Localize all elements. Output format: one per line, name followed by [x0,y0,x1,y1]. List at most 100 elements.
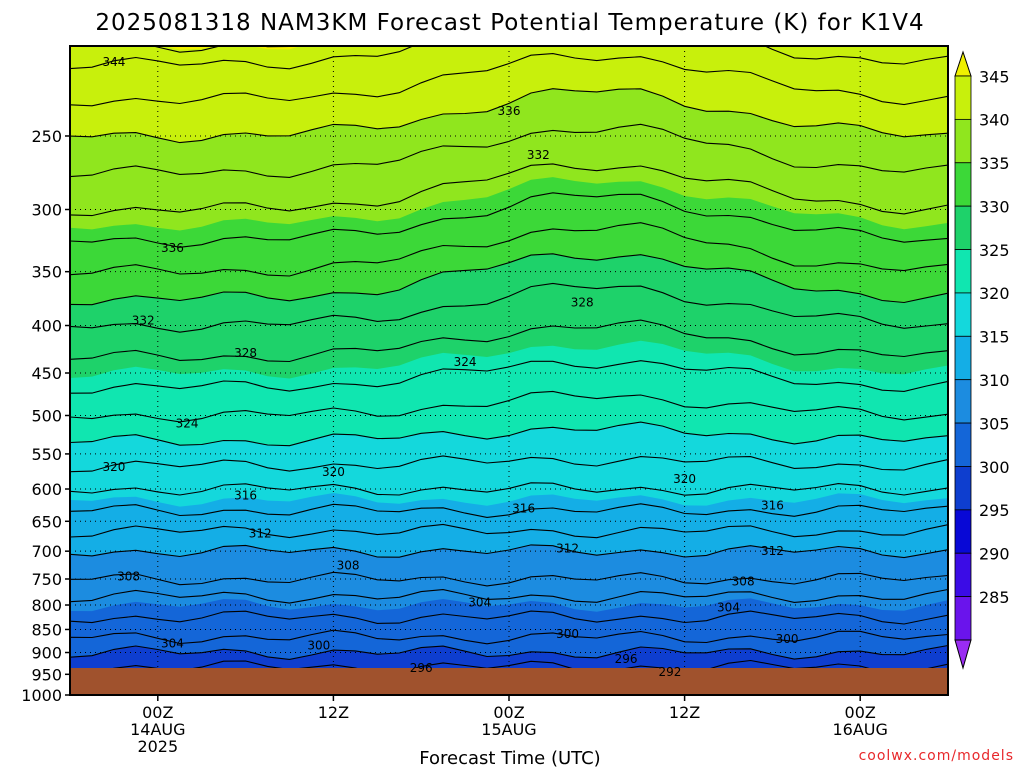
contour-314 [70,503,948,518]
y-tick-label: 400 [31,317,62,336]
x-tick-label: 2025 [137,737,178,756]
x-tick-label: 15AUG [481,720,536,739]
contour-label: 336 [161,241,184,255]
y-tick-label: 350 [31,263,62,282]
contour-label: 332 [527,148,550,162]
contour-label: 328 [234,346,257,360]
contour-344 [70,46,948,70]
colorbar-label: 310 [979,371,1010,390]
x-tick-label: 00Z [845,703,876,722]
contour-label: 304 [468,595,491,609]
colorbar-segment [954,335,972,381]
contour-label: 312 [556,541,579,555]
contour-label-text: 328 [234,346,257,360]
pressure-axis: 250 300 350 400 450 500 550 600 650 700 750 800 850 9… [21,127,70,705]
colorbar-segment [954,162,972,207]
x-axis-title: Forecast Time (UTC) [419,748,600,768]
contour-label: 308 [117,569,140,583]
contour-label-text: 292 [659,665,682,679]
y-tick-label: 950 [31,665,62,684]
contour-label: 316 [761,498,784,512]
contour-label: 312 [249,527,272,541]
colorbar: 345 340 335 330 325 320 315 310 305 300 295 290 285 [954,50,1010,670]
y-tick-label: 600 [31,480,62,499]
contour-label-text: 300 [556,627,579,641]
colorbar-segment [954,205,972,250]
watermark-text: coolwx.com/models [859,748,1014,764]
contour-label-text: 316 [234,489,257,503]
contour-label-text: 324 [454,355,477,369]
contour-label: 300 [556,627,579,641]
colorbar-label: 305 [979,414,1010,433]
colorbar-label: 290 [979,545,1010,564]
contour-316 [70,482,948,496]
contour-label: 292 [659,665,682,679]
y-tick-label: 250 [31,127,62,146]
contour-340 [70,88,948,144]
contour-label: 324 [454,355,477,369]
contour-label: 296 [615,652,638,666]
contour-342 [70,53,948,107]
colorbar-top-arrow [954,50,972,77]
contour-312 [70,523,948,539]
contour-label: 328 [571,296,594,310]
x-tick-label: 14AUG [130,720,185,739]
colorbar-label: 295 [979,501,1010,520]
contour-label-text: 328 [571,296,594,310]
contour-label: 308 [732,575,755,589]
contour-label: 324 [176,416,199,430]
ground-below-surface [70,668,948,695]
contour-310 [70,544,948,559]
contour-label-text: 320 [322,465,345,479]
y-tick-label: 900 [31,644,62,663]
colorbar-bottom-arrow [954,639,972,670]
colorbar-segment [954,596,972,641]
y-tick-label: 550 [31,445,62,464]
contour-label: 300 [307,639,330,653]
contour-label-text: 320 [673,472,696,486]
contour-label-text: 308 [337,558,360,572]
colorbar-label: 285 [979,588,1010,607]
contour-label: 316 [234,489,257,503]
contour-304 [70,610,948,625]
contour-302 [70,629,948,645]
contour-label-text: 324 [176,416,199,430]
contour-label-text: 336 [161,241,184,255]
contour-320 [70,421,948,447]
contour-334 [70,192,948,248]
contour-308 [70,571,948,587]
y-tick-label: 500 [31,406,62,425]
contour-label: 308 [337,558,360,572]
colorbar-segment [954,466,972,511]
contour-label: 304 [717,601,740,615]
y-tick-label: 650 [31,512,62,531]
contour-label: 296 [410,661,433,675]
contour-336 [70,163,948,217]
y-tick-label: 750 [31,570,62,589]
contour-label-text: 300 [307,639,330,653]
contour-label: 332 [132,313,155,327]
contour-label-text: 332 [527,148,550,162]
contour-306 [70,588,948,604]
contour-label: 316 [512,502,535,516]
contour-label: 300 [776,632,799,646]
contour-label-text: 344 [102,55,125,69]
contour-label-text: 320 [102,460,125,474]
colorbar-segment [954,379,972,424]
contour-label-text: 300 [776,632,799,646]
colorbar-segment [954,249,972,294]
contour-label: 344 [102,55,125,69]
contour-label: 336 [498,104,521,118]
contour-330 [70,253,948,306]
contour-label-text: 336 [498,104,521,118]
y-tick-label: 450 [31,364,62,383]
x-tick-label: 12Z [318,703,349,722]
contour-label-text: 312 [556,541,579,555]
contour-label-text: 312 [249,527,272,541]
contour-label-text: 304 [161,636,184,650]
colorbar-label: 325 [979,241,1010,260]
colorbar-segment [954,75,972,120]
contour-label: 320 [673,472,696,486]
contour-label-text: 312 [761,544,784,558]
